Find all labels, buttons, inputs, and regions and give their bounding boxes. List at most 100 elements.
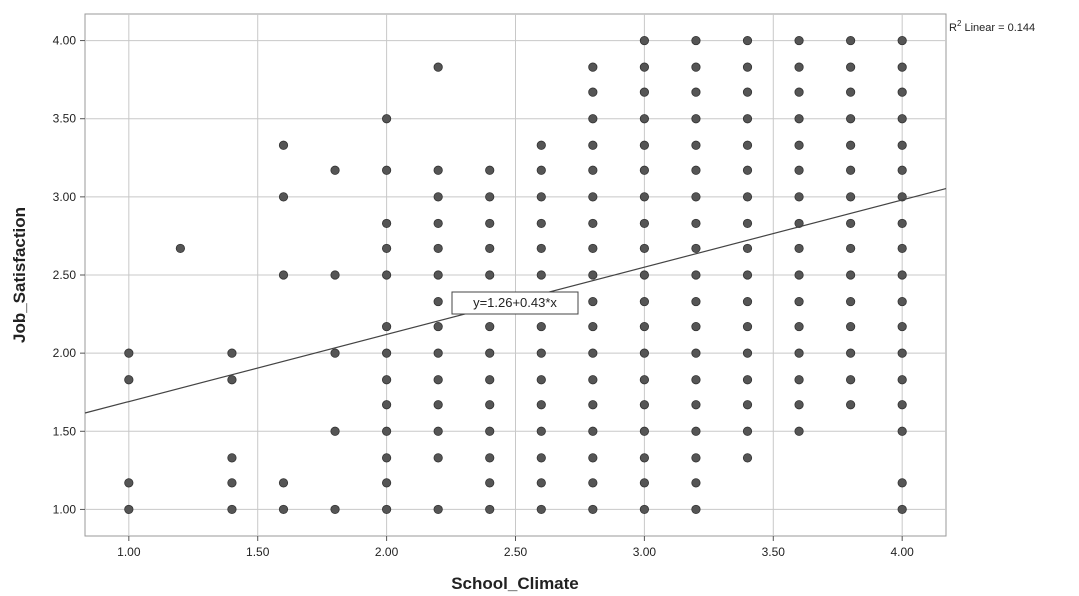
- data-point: [433, 192, 443, 202]
- data-point: [227, 375, 237, 385]
- data-point: [742, 114, 753, 124]
- data-point: [897, 114, 907, 124]
- data-point: [742, 270, 753, 280]
- data-point: [691, 426, 701, 436]
- data-point: [691, 165, 701, 175]
- data-point: [742, 35, 753, 46]
- data-point: [897, 165, 907, 175]
- data-point: [588, 165, 598, 175]
- r-squared-label: R2 Linear = 0.144: [949, 19, 1035, 34]
- data-point: [382, 270, 392, 280]
- data-point: [639, 192, 649, 202]
- data-point: [846, 400, 856, 410]
- data-point: [846, 375, 856, 385]
- data-point: [588, 321, 598, 332]
- data-point: [691, 453, 701, 463]
- data-point: [382, 243, 392, 254]
- data-point: [846, 243, 856, 254]
- data-point: [588, 296, 598, 307]
- y-tick-label: 3.00: [53, 190, 77, 204]
- data-point: [433, 218, 443, 229]
- data-point: [846, 218, 856, 229]
- data-point: [742, 426, 753, 436]
- data-point: [588, 62, 598, 72]
- data-point: [846, 270, 856, 280]
- y-tick-label: 1.00: [53, 502, 77, 516]
- data-point: [691, 296, 701, 307]
- data-point: [897, 400, 907, 410]
- data-point: [175, 243, 185, 254]
- y-tick-label: 2.00: [53, 346, 77, 360]
- data-point: [742, 87, 753, 97]
- data-point: [433, 375, 443, 385]
- data-point: [433, 453, 443, 463]
- data-point: [588, 478, 598, 488]
- data-point: [794, 296, 804, 307]
- data-point: [588, 375, 598, 385]
- data-point: [897, 218, 907, 229]
- data-point: [639, 400, 649, 410]
- data-point: [794, 140, 804, 150]
- data-point: [485, 218, 495, 229]
- data-point: [330, 270, 340, 280]
- data-point: [588, 453, 598, 463]
- data-point: [278, 192, 289, 202]
- data-point: [382, 165, 392, 175]
- data-point: [897, 87, 907, 97]
- data-point: [897, 321, 907, 332]
- data-point: [794, 375, 804, 385]
- x-tick-label: 3.50: [762, 545, 786, 559]
- data-point: [794, 165, 804, 175]
- equation-box: [451, 291, 579, 315]
- data-point: [382, 321, 392, 332]
- data-point: [794, 192, 804, 202]
- data-point: [691, 243, 701, 254]
- y-axis-ticks: 1.00 1.50 2.00 2.50 3.00 3.50 4.00: [53, 34, 85, 516]
- r-squared-value: Linear = 0.144: [961, 22, 1035, 34]
- data-point: [794, 321, 804, 332]
- data-point: [846, 140, 856, 150]
- data-point: [588, 218, 598, 229]
- data-point: [536, 375, 546, 385]
- y-axis-title: Job_Satisfaction: [10, 207, 29, 343]
- data-point: [897, 35, 907, 46]
- data-point: [330, 165, 340, 175]
- data-point: [897, 270, 907, 280]
- data-point: [639, 348, 649, 358]
- data-point: [897, 375, 907, 385]
- equation-label: y=1.26+0.43*x: [473, 295, 557, 310]
- data-point: [897, 243, 907, 254]
- data-point: [330, 348, 340, 358]
- data-point: [588, 140, 598, 150]
- data-point: [433, 426, 443, 436]
- data-points: [124, 35, 907, 515]
- data-point: [691, 321, 701, 332]
- data-point: [846, 296, 856, 307]
- y-tick-label: 1.50: [53, 424, 77, 438]
- data-point: [794, 348, 804, 358]
- data-point: [536, 321, 546, 332]
- data-point: [846, 114, 856, 124]
- data-point: [382, 453, 392, 463]
- data-point: [639, 140, 649, 150]
- data-point: [639, 218, 649, 229]
- data-point: [485, 348, 495, 358]
- data-point: [742, 296, 753, 307]
- data-point: [227, 504, 237, 515]
- data-point: [382, 114, 392, 124]
- x-tick-label: 4.00: [890, 545, 914, 559]
- data-point: [897, 140, 907, 150]
- data-point: [846, 165, 856, 175]
- data-point: [639, 165, 649, 175]
- data-point: [639, 35, 649, 46]
- data-point: [227, 478, 237, 488]
- data-point: [485, 192, 495, 202]
- data-point: [742, 62, 753, 72]
- data-point: [691, 140, 701, 150]
- data-point: [794, 218, 804, 229]
- data-point: [536, 348, 546, 358]
- data-point: [639, 375, 649, 385]
- data-point: [433, 321, 443, 332]
- r-squared-prefix: R: [949, 22, 957, 34]
- data-point: [794, 62, 804, 72]
